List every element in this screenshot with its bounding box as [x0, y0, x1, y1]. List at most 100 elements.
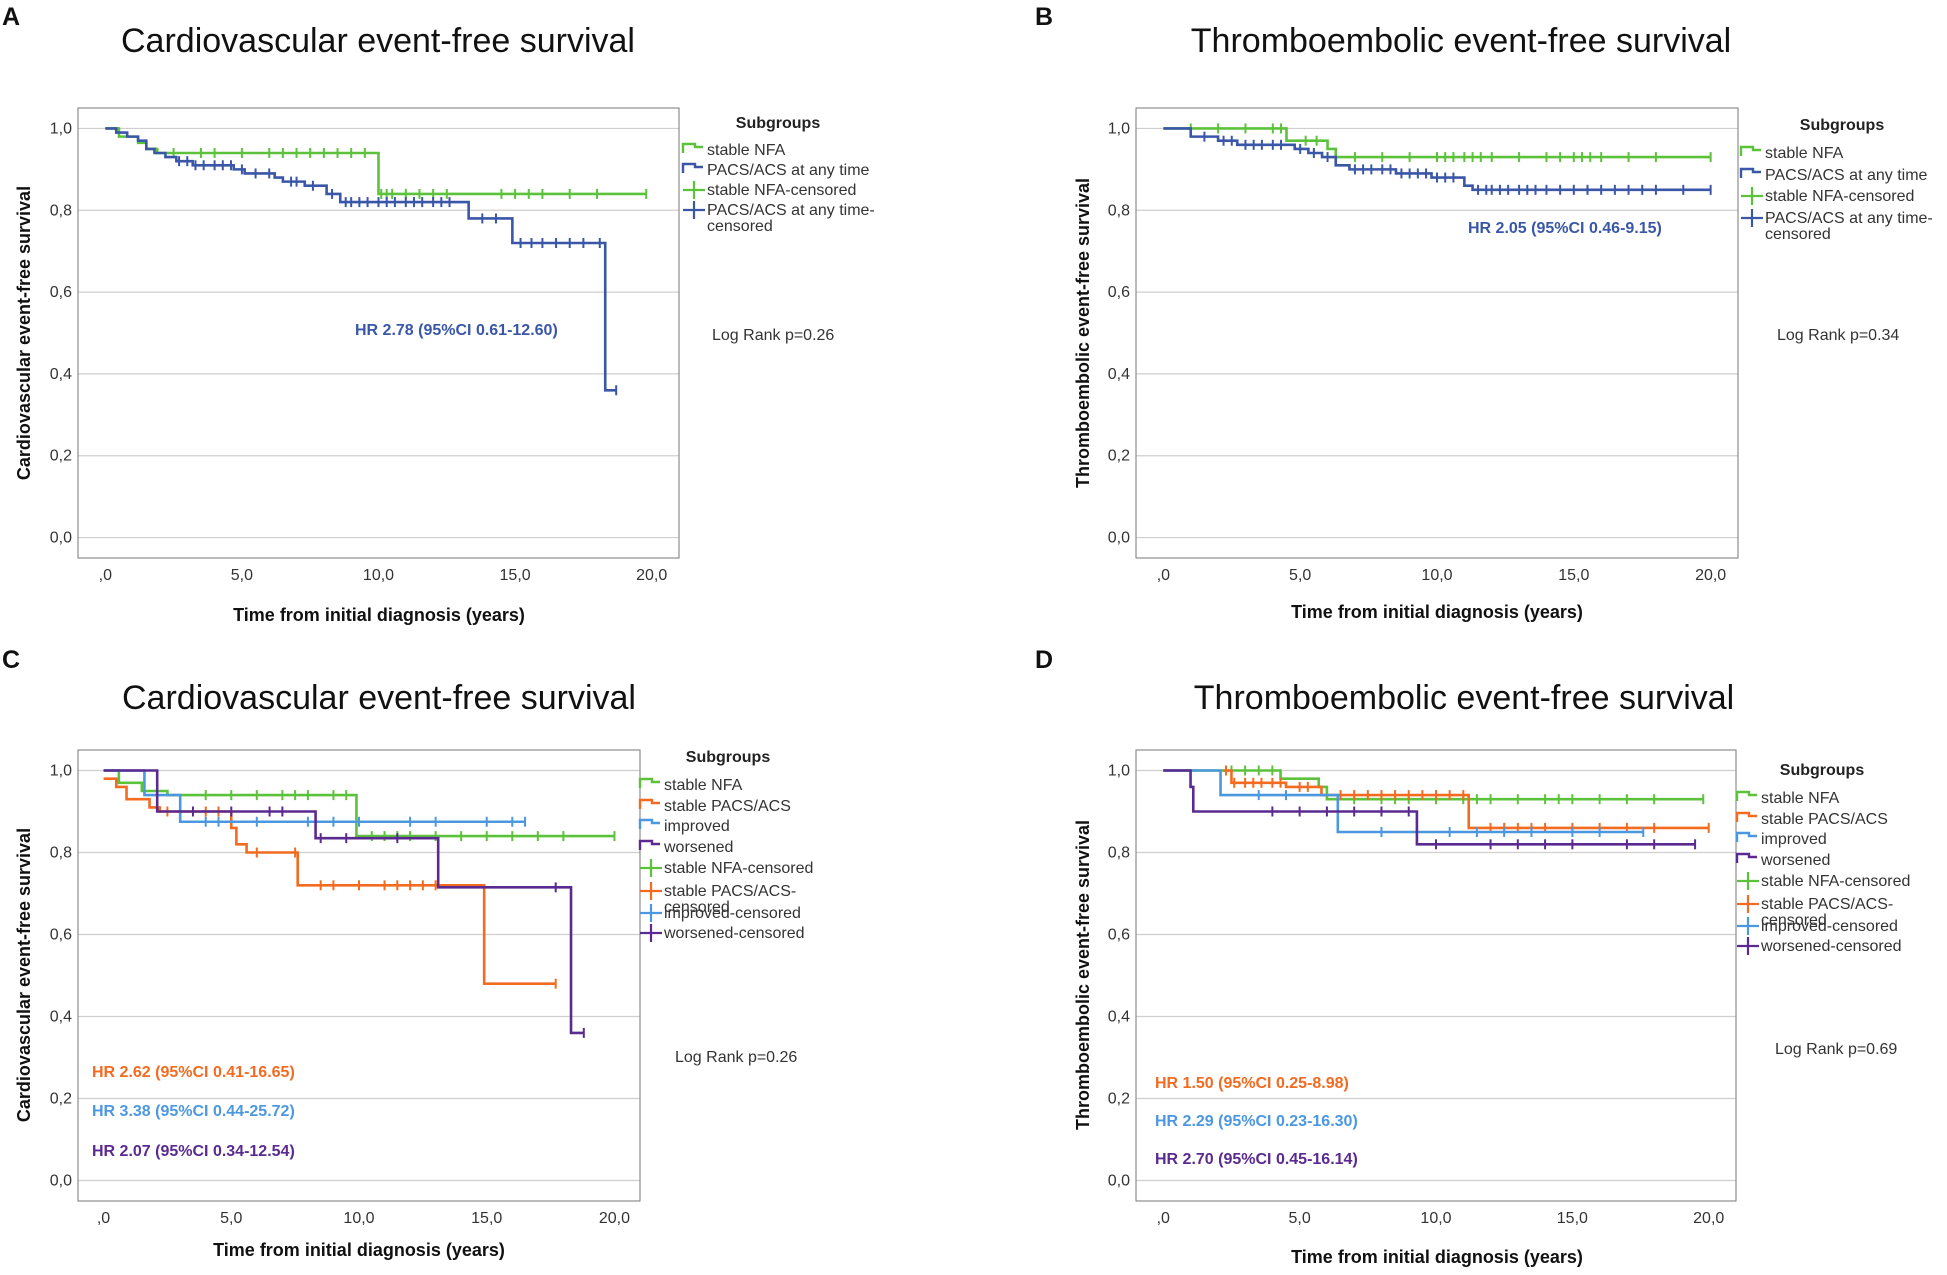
legend-label: stable NFA-censored	[664, 860, 813, 877]
log-rank-text: Log Rank p=0.69	[1775, 1041, 1897, 1058]
survival-curve-stable-pacs-acs	[1223, 769, 1709, 830]
x-tick-label: ,0	[99, 567, 112, 584]
log-rank-text: Log Rank p=0.26	[712, 327, 834, 344]
x-tick-label: 10,0	[1420, 1210, 1451, 1227]
legend-label: stable NFA	[1765, 145, 1844, 162]
survival-curve-improved	[1163, 769, 1644, 834]
chart-title: Cardiovascular event-free survival	[121, 22, 635, 60]
legend-label: stable NFA	[1761, 790, 1840, 807]
x-tick-label: 10,0	[343, 1210, 374, 1227]
survival-curve-pacs-acs-at-any-time	[105, 127, 617, 392]
survival-curve-stable-nfa	[1163, 127, 1711, 159]
y-tick-label: 0,6	[50, 284, 72, 301]
panel-letter: D	[1035, 646, 1053, 674]
chart-title: Thromboembolic event-free survival	[1191, 22, 1731, 60]
chart-title: Cardiovascular event-free survival	[122, 679, 636, 717]
survival-curve-stable-nfa	[1163, 769, 1704, 801]
panel-letter: B	[1035, 3, 1053, 31]
x-tick-label: 20,0	[636, 567, 667, 584]
legend-label: censored	[707, 218, 773, 235]
y-tick-label: 0,6	[50, 927, 72, 944]
legend-label: improved-censored	[664, 905, 801, 922]
x-tick-label: 20,0	[599, 1210, 630, 1227]
y-tick-label: 0,2	[1108, 448, 1130, 465]
x-tick-label: 10,0	[1421, 567, 1452, 584]
y-axis-label: Cardiovascular event-free survival	[14, 186, 34, 480]
plot-frame	[1135, 107, 1739, 559]
panel-c: C Cardiovascular event-free survival 0,0 0,…	[2, 646, 813, 1260]
hazard-ratio-label: HR 2.07 (95%CI 0.34-12.54)	[92, 1143, 295, 1160]
hazard-ratio-label: HR 1.50 (95%CI 0.25-8.98)	[1155, 1075, 1349, 1092]
legend-swatch-line	[1735, 790, 1757, 801]
legend-swatch-line	[1735, 811, 1757, 822]
plot-frame	[77, 749, 641, 1202]
legend-label: censored	[664, 899, 730, 916]
hazard-ratio-label: HR 2.62 (95%CI 0.41-16.65)	[92, 1064, 295, 1081]
legend-swatch-line	[1735, 831, 1757, 842]
log-rank-text: Log Rank p=0.26	[675, 1049, 797, 1066]
legend-label: stable NFA	[664, 777, 743, 794]
y-tick-label: 0,6	[1108, 284, 1130, 301]
legend-label: worsened-censored	[663, 925, 805, 942]
legend-swatch-line	[1735, 852, 1757, 863]
y-tick-label: 0,8	[50, 845, 72, 862]
y-tick-label: 0,0	[1108, 1173, 1130, 1190]
legend-label: PACS/ACS at any time-	[707, 202, 875, 219]
y-tick-label: 0,8	[1108, 845, 1130, 862]
legend-label: censored	[1765, 226, 1831, 243]
y-tick-label: 0,8	[1108, 202, 1130, 219]
y-tick-label: 0,4	[1108, 1009, 1130, 1026]
hazard-ratio-label: HR 3.38 (95%CI 0.44-25.72)	[92, 1103, 295, 1120]
x-tick-label: 5,0	[1289, 567, 1311, 584]
y-tick-label: 0,2	[1108, 1091, 1130, 1108]
chart-title: Thromboembolic event-free survival	[1194, 679, 1734, 717]
y-tick-label: 1,0	[50, 120, 72, 137]
plot-frame	[77, 107, 680, 559]
legend-swatch-line	[638, 798, 660, 809]
x-axis-label: Time from initial diagnosis (years)	[1291, 602, 1583, 622]
y-tick-label: 0,4	[50, 1009, 72, 1026]
legend-label: worsened-censored	[1760, 938, 1902, 955]
legend-title: Subgroups	[736, 115, 821, 132]
legend-swatch-line	[1739, 145, 1761, 156]
x-tick-label: 20,0	[1693, 1210, 1724, 1227]
legend-label: stable NFA-censored	[1761, 873, 1910, 890]
legend-label: PACS/ACS at any time	[707, 162, 870, 179]
legend-label: stable PACS/ACS	[664, 798, 791, 815]
x-tick-label: 15,0	[471, 1210, 502, 1227]
x-tick-label: 5,0	[231, 567, 253, 584]
legend-swatch-line	[638, 818, 660, 829]
hazard-ratio-label: HR 2.29 (95%CI 0.23-16.30)	[1155, 1113, 1358, 1130]
legend-label: stable PACS/ACS-	[664, 883, 796, 900]
hazard-ratio-label: HR 2.05 (95%CI 0.46-9.15)	[1468, 220, 1662, 237]
x-tick-label: 5,0	[1289, 1210, 1311, 1227]
legend-label: stable NFA-censored	[707, 182, 856, 199]
y-tick-label: 0,2	[50, 448, 72, 465]
legend-label: PACS/ACS at any time	[1765, 167, 1928, 184]
legend-title: Subgroups	[1780, 762, 1865, 779]
panel-letter: A	[2, 3, 20, 31]
legend-label: worsened	[1760, 852, 1830, 869]
y-tick-label: 1,0	[1108, 763, 1130, 780]
x-axis-label: Time from initial diagnosis (years)	[233, 605, 525, 625]
panel-a: A Cardiovascular event-free survival 0,0 0,…	[2, 3, 875, 625]
x-tick-label: ,0	[1157, 1210, 1170, 1227]
x-axis-label: Time from initial diagnosis (years)	[1291, 1247, 1583, 1267]
y-tick-label: 0,0	[50, 1173, 72, 1190]
x-tick-label: 10,0	[363, 567, 394, 584]
legend-swatch-line	[1739, 167, 1761, 178]
panel-d: D Thromboembolic event-free survival 0,0 0,…	[1035, 646, 1910, 1267]
y-tick-label: 1,0	[1108, 120, 1130, 137]
y-tick-label: 1,0	[50, 763, 72, 780]
x-axis-label: Time from initial diagnosis (years)	[213, 1240, 505, 1260]
legend-swatch-line	[638, 839, 660, 850]
y-axis-label: Thromboembolic event-free survival	[1073, 820, 1093, 1130]
hazard-ratio-label: HR 2.70 (95%CI 0.45-16.14)	[1155, 1151, 1358, 1168]
x-tick-label: ,0	[97, 1210, 110, 1227]
survival-curve-stable-pacs-acs	[103, 777, 556, 985]
legend-label: censored	[1761, 912, 1827, 929]
x-tick-label: ,0	[1157, 567, 1170, 584]
y-tick-label: 0,2	[50, 1091, 72, 1108]
x-tick-label: 15,0	[1558, 567, 1589, 584]
